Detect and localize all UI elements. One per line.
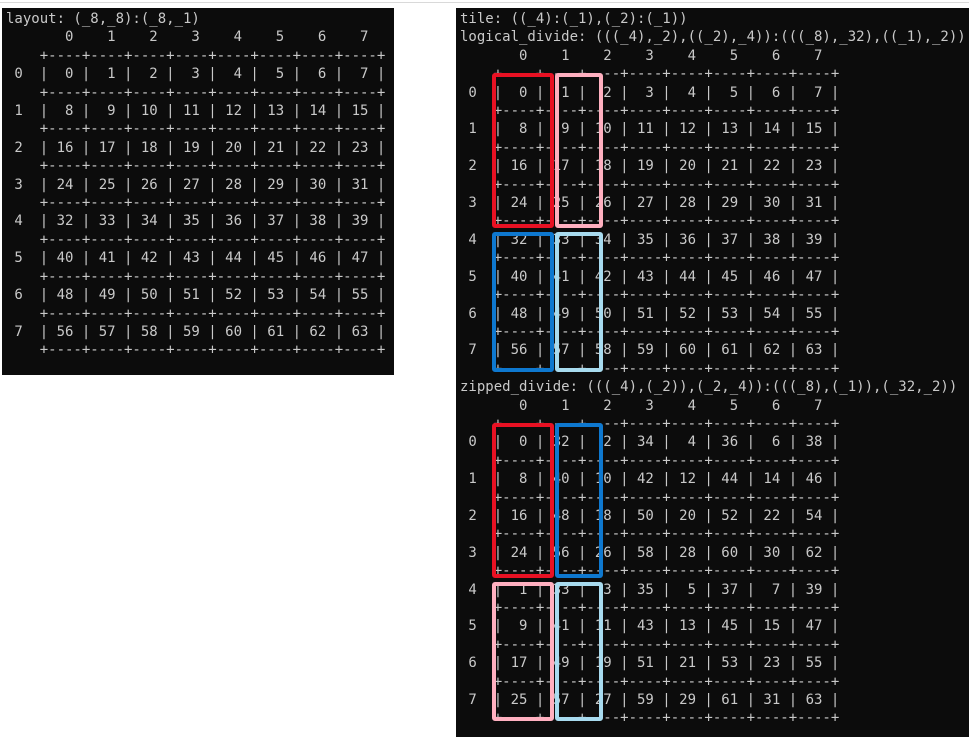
terminal-panel-divides-ascii-text: tile: ((_4):(_1),(_2):(_1)) logical_divi… <box>460 11 966 727</box>
window-top-edge-line <box>0 2 969 3</box>
terminal-panel-divides: tile: ((_4):(_1),(_2):(_1)) logical_divi… <box>456 8 969 737</box>
terminal-panel-layout: layout: (_8,_8):(_8,_1) 0 1 2 3 4 5 6 7 … <box>2 8 394 375</box>
terminal-panel-layout-ascii-text: layout: (_8,_8):(_8,_1) 0 1 2 3 4 5 6 7 … <box>6 11 386 359</box>
